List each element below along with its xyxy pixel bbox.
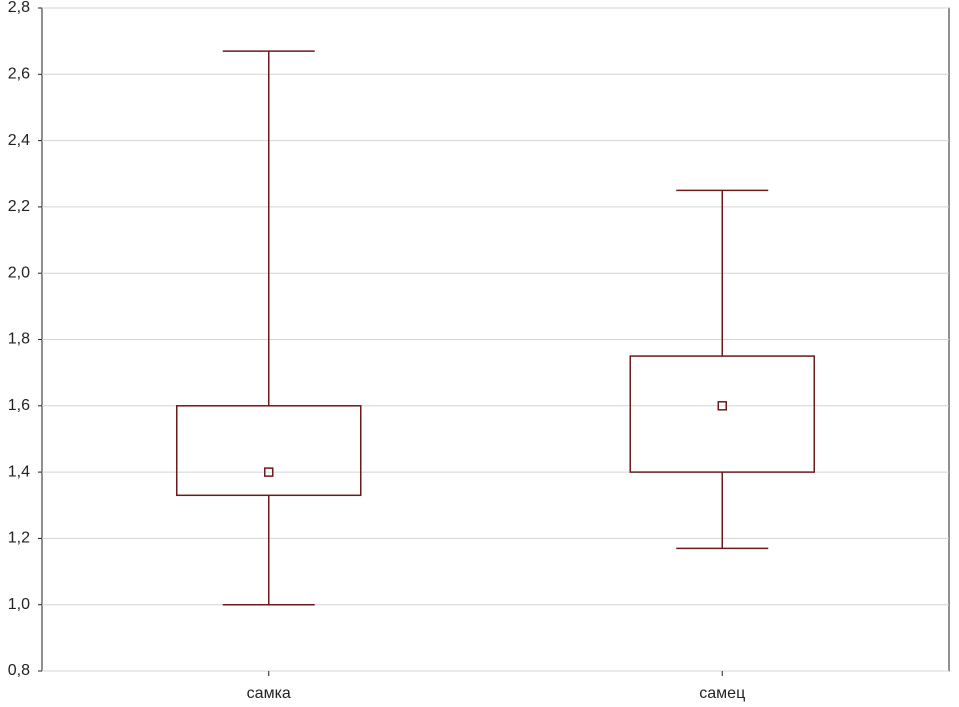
y-tick-label: 1,4 xyxy=(8,463,30,480)
median-marker xyxy=(717,401,727,411)
y-tick-label: 2,6 xyxy=(8,66,30,83)
y-tick-label: 1,2 xyxy=(8,530,30,547)
x-tick-label: самец xyxy=(699,685,745,702)
y-tick-label: 1,8 xyxy=(8,331,30,348)
y-tick-label: 2,2 xyxy=(8,198,30,215)
y-tick-label: 1,0 xyxy=(8,596,30,613)
y-tick-label: 2,8 xyxy=(8,0,30,16)
y-tick-label: 0,8 xyxy=(8,662,30,679)
median-marker xyxy=(264,467,274,477)
y-tick-label: 2,4 xyxy=(8,132,30,149)
box xyxy=(176,405,362,497)
x-tick-label: самка xyxy=(247,685,291,702)
box xyxy=(629,355,815,473)
y-tick-label: 1,6 xyxy=(8,397,30,414)
y-tick-label: 2,0 xyxy=(8,264,30,281)
